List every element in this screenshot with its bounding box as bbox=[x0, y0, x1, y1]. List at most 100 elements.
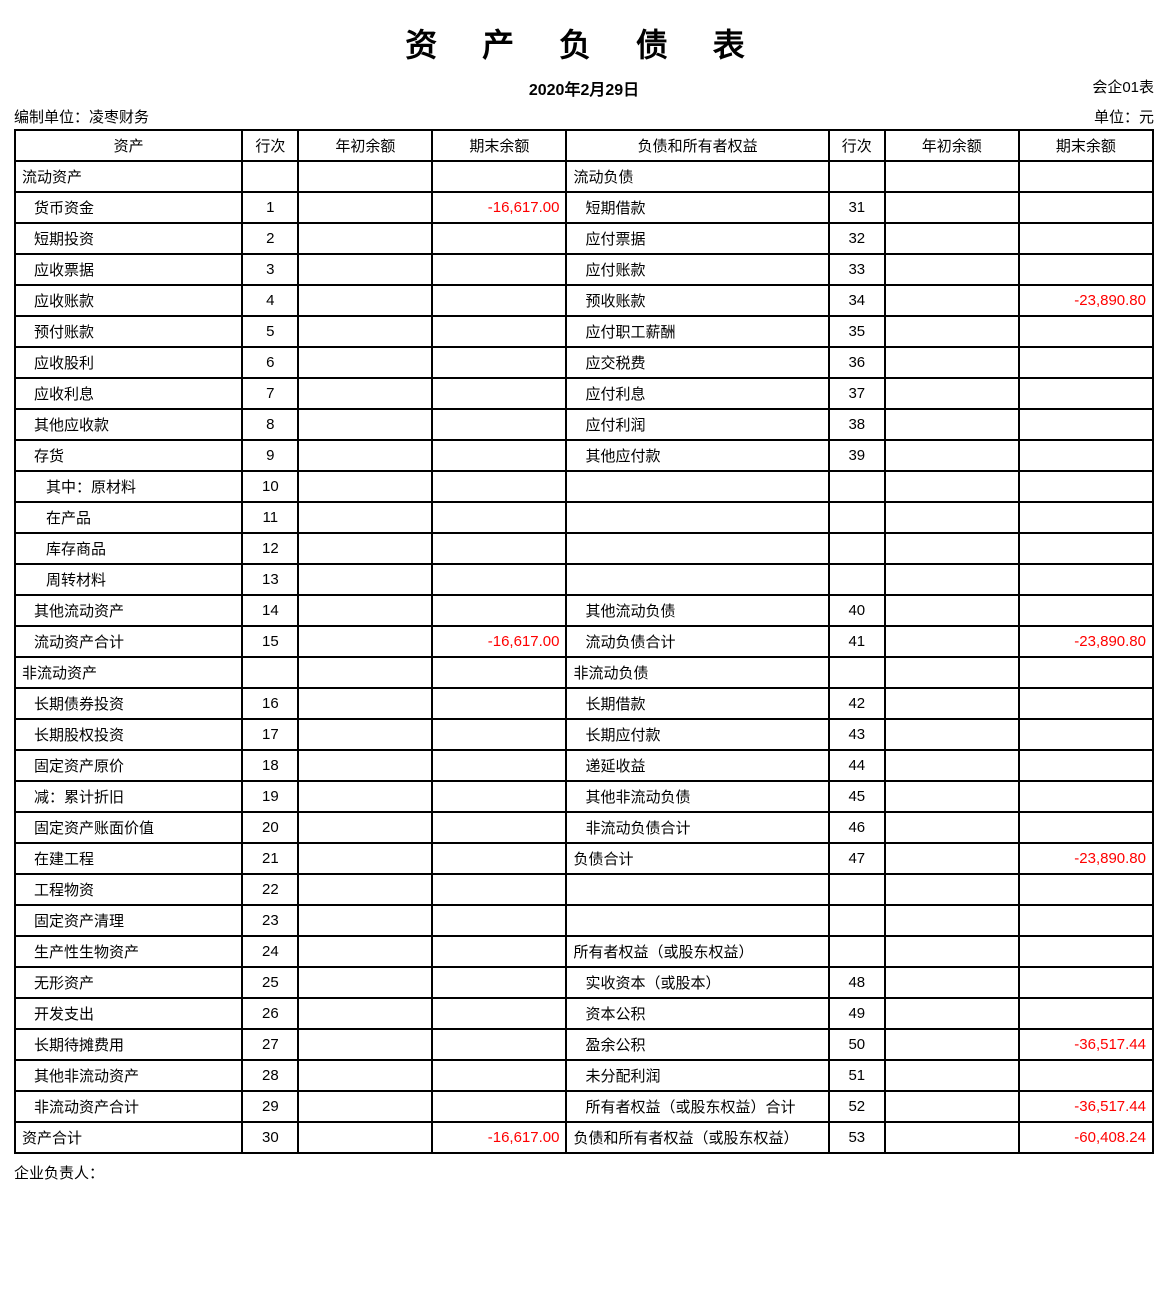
table-cell: -36,517.44 bbox=[1019, 1029, 1153, 1060]
table-cell: 短期投资 bbox=[15, 223, 242, 254]
table-cell bbox=[1019, 750, 1153, 781]
table-cell: -23,890.80 bbox=[1019, 843, 1153, 874]
table-cell: 货币资金 bbox=[15, 192, 242, 223]
table-cell bbox=[298, 905, 432, 936]
table-row: 应收利息7应付利息37 bbox=[15, 378, 1153, 409]
table-cell bbox=[885, 719, 1019, 750]
table-cell: 负债和所有者权益（或股东权益） bbox=[566, 1122, 828, 1153]
table-cell: 4 bbox=[242, 285, 298, 316]
table-cell: 递延收益 bbox=[566, 750, 828, 781]
table-cell bbox=[432, 254, 566, 285]
table-cell bbox=[298, 564, 432, 595]
table-row: 固定资产账面价值20非流动负债合计46 bbox=[15, 812, 1153, 843]
table-cell: 短期借款 bbox=[566, 192, 828, 223]
table-cell bbox=[432, 750, 566, 781]
table-cell: 7 bbox=[242, 378, 298, 409]
table-cell bbox=[432, 502, 566, 533]
table-cell bbox=[1019, 533, 1153, 564]
table-cell bbox=[1019, 192, 1153, 223]
table-cell bbox=[885, 843, 1019, 874]
table-cell bbox=[432, 285, 566, 316]
table-cell bbox=[885, 316, 1019, 347]
table-cell: 预付账款 bbox=[15, 316, 242, 347]
balance-sheet-table: 资产 行次 年初余额 期末余额 负债和所有者权益 行次 年初余额 期末余额 流动… bbox=[14, 129, 1154, 1154]
table-cell: 9 bbox=[242, 440, 298, 471]
table-cell: 29 bbox=[242, 1091, 298, 1122]
table-cell bbox=[298, 657, 432, 688]
table-cell bbox=[242, 161, 298, 192]
table-cell: 未分配利润 bbox=[566, 1060, 828, 1091]
table-cell: 13 bbox=[242, 564, 298, 595]
table-row: 长期债券投资16长期借款42 bbox=[15, 688, 1153, 719]
table-cell bbox=[432, 347, 566, 378]
table-cell bbox=[1019, 781, 1153, 812]
table-cell bbox=[829, 936, 885, 967]
table-cell: 16 bbox=[242, 688, 298, 719]
table-cell: 22 bbox=[242, 874, 298, 905]
table-cell: 应付利润 bbox=[566, 409, 828, 440]
table-cell: -16,617.00 bbox=[432, 626, 566, 657]
table-cell bbox=[1019, 316, 1153, 347]
table-cell bbox=[432, 905, 566, 936]
table-cell bbox=[885, 688, 1019, 719]
table-cell: 非流动负债合计 bbox=[566, 812, 828, 843]
table-cell: 其他应付款 bbox=[566, 440, 828, 471]
table-cell: 46 bbox=[829, 812, 885, 843]
table-cell bbox=[298, 440, 432, 471]
table-cell: 非流动资产合计 bbox=[15, 1091, 242, 1122]
table-row: 资产合计30-16,617.00负债和所有者权益（或股东权益）53-60,408… bbox=[15, 1122, 1153, 1153]
table-cell: 盈余公积 bbox=[566, 1029, 828, 1060]
table-cell: 长期股权投资 bbox=[15, 719, 242, 750]
page-title: 资 产 负 债 表 bbox=[14, 20, 1154, 66]
table-cell: -16,617.00 bbox=[432, 1122, 566, 1153]
table-row: 在建工程21负债合计47-23,890.80 bbox=[15, 843, 1153, 874]
table-cell bbox=[885, 533, 1019, 564]
table-header-row: 资产 行次 年初余额 期末余额 负债和所有者权益 行次 年初余额 期末余额 bbox=[15, 130, 1153, 161]
table-cell: 减：累计折旧 bbox=[15, 781, 242, 812]
report-date: 2020年2月29日 bbox=[529, 82, 639, 99]
table-cell bbox=[298, 843, 432, 874]
table-cell: 其他流动负债 bbox=[566, 595, 828, 626]
table-cell: 24 bbox=[242, 936, 298, 967]
table-cell: 应交税费 bbox=[566, 347, 828, 378]
table-cell bbox=[432, 781, 566, 812]
table-cell: 49 bbox=[829, 998, 885, 1029]
table-cell bbox=[885, 1091, 1019, 1122]
table-cell: 长期待摊费用 bbox=[15, 1029, 242, 1060]
form-number: 会企01表 bbox=[1092, 76, 1154, 97]
table-cell: 35 bbox=[829, 316, 885, 347]
table-cell bbox=[432, 812, 566, 843]
table-row: 在产品11 bbox=[15, 502, 1153, 533]
table-row: 非流动资产非流动负债 bbox=[15, 657, 1153, 688]
header-assets: 资产 bbox=[15, 130, 242, 161]
table-cell: 非流动负债 bbox=[566, 657, 828, 688]
table-cell bbox=[885, 1122, 1019, 1153]
table-cell bbox=[298, 192, 432, 223]
table-cell: 26 bbox=[242, 998, 298, 1029]
table-cell: 53 bbox=[829, 1122, 885, 1153]
table-cell: 应收票据 bbox=[15, 254, 242, 285]
table-cell: 流动资产 bbox=[15, 161, 242, 192]
table-cell bbox=[885, 440, 1019, 471]
table-cell bbox=[829, 905, 885, 936]
table-cell bbox=[298, 688, 432, 719]
table-cell bbox=[298, 533, 432, 564]
table-cell bbox=[885, 626, 1019, 657]
table-row: 开发支出26资本公积49 bbox=[15, 998, 1153, 1029]
table-cell: 负债合计 bbox=[566, 843, 828, 874]
table-cell: 其中：原材料 bbox=[15, 471, 242, 502]
table-cell bbox=[885, 471, 1019, 502]
table-cell bbox=[432, 409, 566, 440]
table-cell bbox=[885, 347, 1019, 378]
table-cell bbox=[1019, 161, 1153, 192]
table-cell bbox=[432, 1060, 566, 1091]
table-cell bbox=[1019, 874, 1153, 905]
table-cell: 40 bbox=[829, 595, 885, 626]
table-cell: 生产性生物资产 bbox=[15, 936, 242, 967]
table-cell bbox=[432, 564, 566, 595]
table-cell bbox=[432, 223, 566, 254]
header-ending-right: 期末余额 bbox=[1019, 130, 1153, 161]
table-cell bbox=[1019, 936, 1153, 967]
table-row: 长期待摊费用27盈余公积50-36,517.44 bbox=[15, 1029, 1153, 1060]
table-cell: 开发支出 bbox=[15, 998, 242, 1029]
